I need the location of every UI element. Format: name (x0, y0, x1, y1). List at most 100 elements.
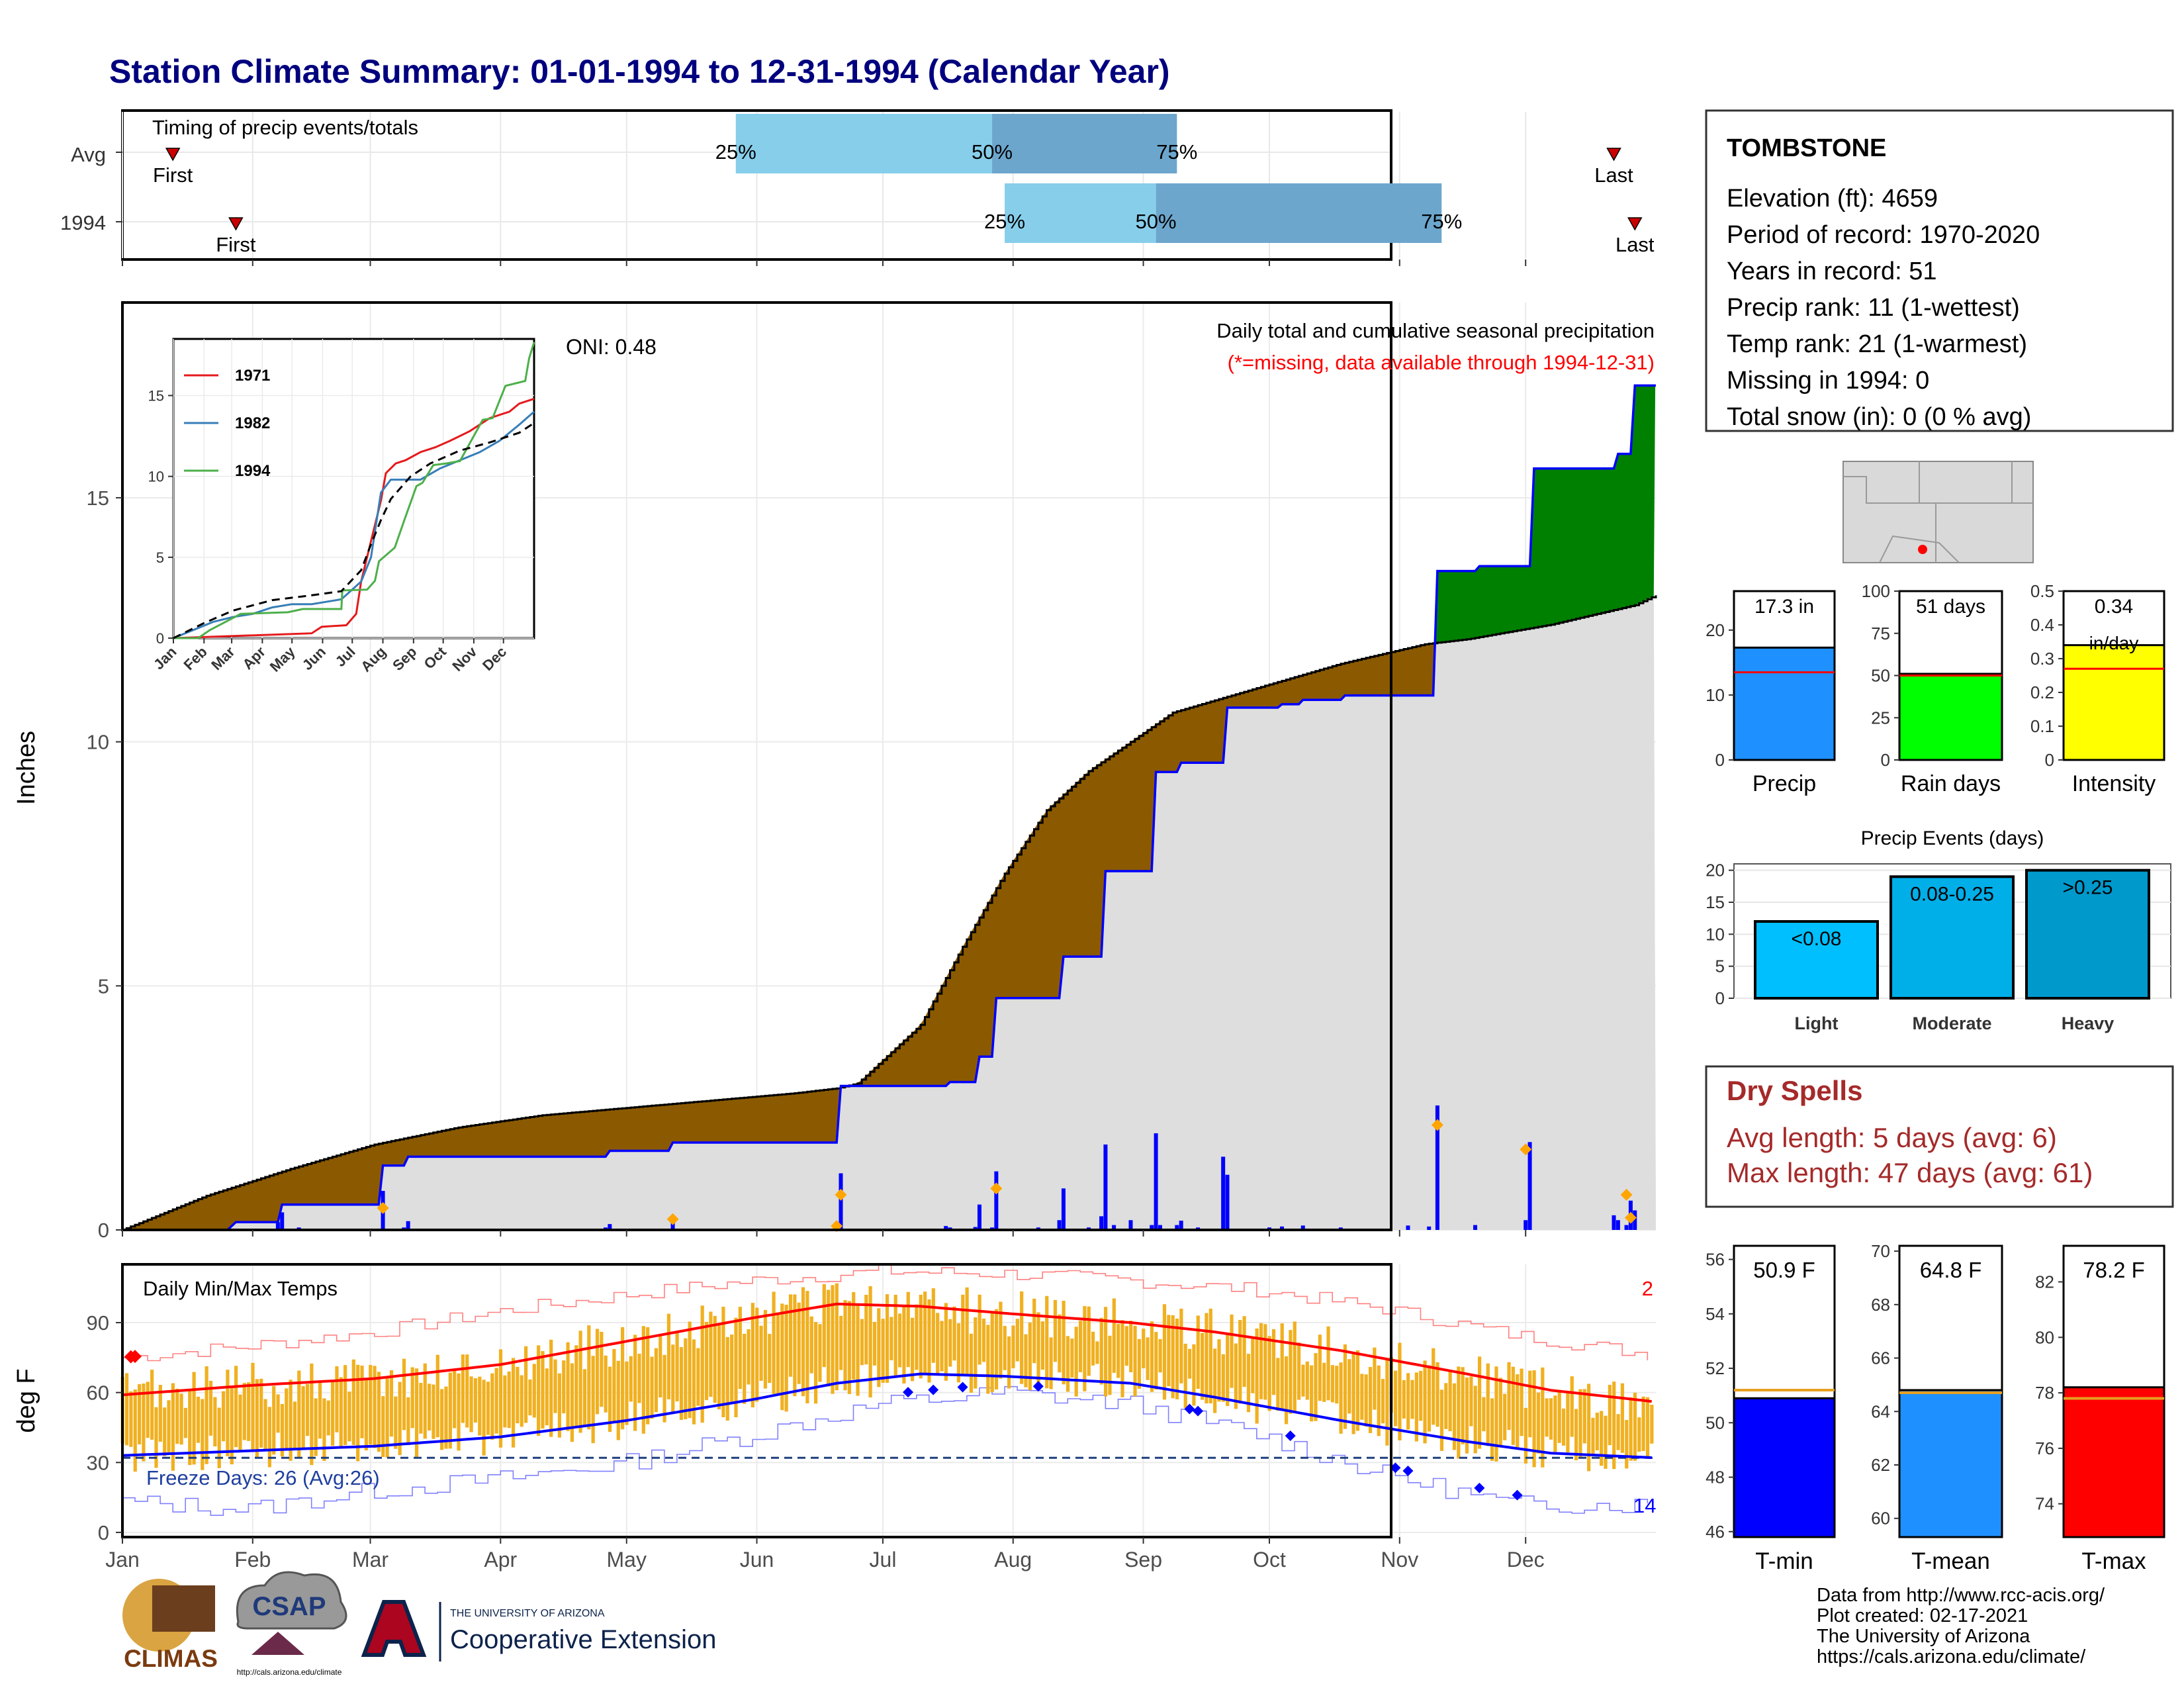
summary-y-tick-label: 25 (1871, 708, 1890, 727)
daily-temp-range-bar (272, 1385, 276, 1455)
month-label: Feb (234, 1548, 271, 1571)
daily-temp-range-bar (582, 1369, 587, 1426)
daily-temp-range-bar (557, 1373, 561, 1438)
events-category-label: Heavy (2062, 1013, 2115, 1033)
daily-temp-range-bar (713, 1315, 717, 1403)
daily-temp-range-bar (1570, 1376, 1574, 1437)
daily-temp-range-bar (902, 1305, 906, 1384)
daily-precip-bar (1633, 1210, 1637, 1230)
inset-legend-label: 1994 (235, 462, 271, 480)
summary-y-tick-label: 10 (1706, 685, 1725, 705)
daily-temp-range-bar (1091, 1331, 1095, 1366)
daily-temp-range-bar (1520, 1368, 1524, 1436)
daily-temp-range-bar (318, 1382, 322, 1439)
precip-y-tick-label: 15 (87, 487, 109, 510)
daily-temp-range-bar (1007, 1336, 1011, 1389)
timing-content: 25% 50% 75% First Last 25% 50% 75% First Last (153, 114, 1655, 256)
events-bar (1754, 920, 1879, 1000)
daily-temp-range-bar (1561, 1408, 1566, 1446)
daily-temp-range-bar (217, 1407, 221, 1468)
daily-temp-range-bar (1226, 1334, 1230, 1407)
daily-temp-range-bar (1310, 1365, 1314, 1422)
daily-temp-range-bar (948, 1319, 952, 1367)
daily-temp-range-bar (1423, 1360, 1427, 1444)
daily-temp-range-bar (343, 1365, 347, 1445)
daily-temp-range-bar (179, 1393, 183, 1445)
daily-precip-bar (994, 1171, 999, 1230)
daily-precip-bar (1280, 1226, 1285, 1230)
daily-temp-range-bar (1183, 1343, 1187, 1408)
daily-temp-range-bar (1179, 1308, 1183, 1383)
daily-temp-range-bar (1318, 1335, 1322, 1401)
daily-temp-range-bar (1322, 1362, 1326, 1402)
ua-cooperative-extension: Cooperative Extension (450, 1625, 716, 1654)
daily-temp-range-bar (1246, 1354, 1251, 1413)
daily-precip-bar (1179, 1220, 1183, 1230)
daily-temp-range-bar (1108, 1335, 1112, 1395)
daily-temp-range-bar (801, 1287, 805, 1397)
temp-content (120, 1264, 1656, 1516)
daily-temp-range-bar (129, 1391, 133, 1447)
daily-temp-range-bar (1494, 1366, 1498, 1462)
daily-temp-range-bar (1536, 1392, 1541, 1454)
daily-precip-marker (835, 1188, 847, 1201)
first-event-label: First (153, 164, 193, 187)
daily-temp-range-bar (1196, 1315, 1200, 1389)
daily-temp-range-bar (860, 1319, 864, 1366)
temp-bar-label: 78.2 F (2083, 1258, 2145, 1282)
precip-y-label: Inches (13, 731, 40, 805)
daily-temp-range-bar (511, 1358, 516, 1448)
last-event-label: Last (1594, 164, 1633, 187)
daily-temp-range-bar (641, 1326, 645, 1434)
temp-bar-category: T-mean (1911, 1548, 1990, 1574)
summary-y-tick-label: 100 (1862, 581, 1890, 601)
daily-temp-range-bar (1280, 1323, 1284, 1411)
daily-precip-bar (1300, 1225, 1305, 1230)
daily-temp-range-bar (847, 1301, 851, 1395)
daily-temp-range-bar (856, 1305, 860, 1396)
avg-cumulative-line (122, 595, 1657, 1231)
daily-temp-range-bar (1335, 1366, 1339, 1404)
daily-temp-range-bar (1162, 1304, 1167, 1400)
timing-q75-label: 75% (1421, 210, 1462, 233)
daily-temp-range-bar (999, 1301, 1003, 1379)
daily-temp-range-bar (276, 1394, 280, 1433)
summary-bar-category: Intensity (2072, 771, 2156, 796)
daily-temp-range-bar (692, 1339, 696, 1425)
daily-temp-range-bar (360, 1365, 364, 1438)
daily-temp-range-bar (1201, 1333, 1205, 1400)
daily-temp-range-bar (1024, 1334, 1028, 1387)
inset-series-line-1982 (173, 410, 535, 639)
daily-temp-range-bar (1175, 1318, 1179, 1399)
daily-temp-range-bar (1633, 1392, 1637, 1461)
daily-temp-range-bar (835, 1283, 839, 1391)
precip-y-tick-label: 5 (98, 974, 109, 998)
daily-temp-range-bar (428, 1383, 432, 1431)
daily-temp-range-bar (398, 1382, 402, 1456)
temp-y-axis: 0 30 60 90 (87, 1311, 122, 1544)
temp-bar-y-tick-label: 46 (1706, 1522, 1725, 1542)
daily-temp-range-bar (310, 1363, 314, 1466)
daily-temp-range-bar (600, 1331, 604, 1407)
daily-temp-range-bar (1087, 1306, 1091, 1376)
daily-temp-range-bar (965, 1287, 969, 1375)
daily-temp-range-bar (1368, 1367, 1373, 1433)
daily-temp-range-bar (1355, 1350, 1360, 1431)
daily-temp-range-bar (1297, 1342, 1301, 1400)
daily-temp-range-bar (881, 1319, 885, 1383)
daily-temp-range-bar (133, 1389, 137, 1472)
daily-temp-range-bar (263, 1399, 267, 1451)
temp-bar-y-tick-label: 48 (1706, 1468, 1725, 1487)
summary-y-tick-label: 0.3 (2030, 649, 2054, 669)
temp-bar-y-tick-label: 82 (2035, 1272, 2054, 1291)
daily-precip-bar (839, 1173, 843, 1230)
daily-temp-range-bar (410, 1367, 414, 1429)
timing-q50-label: 50% (1136, 210, 1177, 233)
temp-title: Daily Min/Max Temps (143, 1277, 338, 1300)
daily-temp-range-bar (158, 1385, 162, 1442)
daily-precip-bar (1524, 1220, 1528, 1230)
daily-temp-range-bar (1213, 1348, 1217, 1413)
daily-temp-range-bar (192, 1372, 196, 1465)
cumulative-1994-line (122, 384, 1656, 1231)
daily-temp-range-bar (1230, 1314, 1234, 1388)
